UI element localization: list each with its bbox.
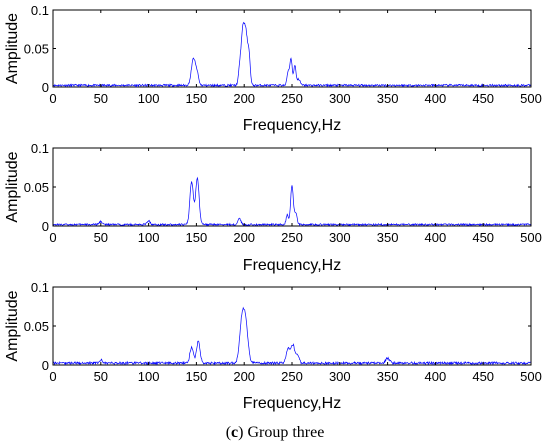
spectrum-panel-2: 0 50 100 150 200 250 300 350 400 450 500 0 0.05 0.1 Fr…	[4, 141, 542, 274]
plot-frame	[52, 286, 532, 366]
y-axis-label: Amplitude	[4, 13, 21, 84]
x-tick-label: 0	[49, 91, 56, 106]
y-tick-label: 0	[42, 80, 49, 95]
x-tick-label: 250	[281, 91, 303, 106]
x-tick-label: 400	[425, 369, 447, 384]
x-tick-label: 100	[138, 230, 160, 245]
x-tick-label: 100	[138, 369, 160, 384]
x-tick-label: 400	[425, 230, 447, 245]
x-tick-label: 200	[233, 91, 255, 106]
x-tick-label: 350	[377, 230, 399, 245]
x-tick-label: 150	[186, 91, 208, 106]
x-tick-label: 150	[186, 369, 208, 384]
x-axis-label: Frequency,Hz	[243, 257, 341, 274]
y-axis-label: Amplitude	[4, 151, 21, 222]
x-axis-label: Frequency,Hz	[243, 395, 341, 412]
x-tick-label: 100	[138, 91, 160, 106]
x-tick-label: 450	[472, 91, 494, 106]
y-tick-label: 0.1	[31, 280, 49, 295]
x-tick-label: 50	[94, 230, 108, 245]
spectrum-line	[52, 21, 532, 88]
x-tick-label: 250	[281, 230, 303, 245]
x-tick-label: 500	[520, 230, 542, 245]
x-tick-label: 50	[94, 369, 108, 384]
x-tick-label: 300	[329, 91, 351, 106]
x-tick-label: 500	[520, 369, 542, 384]
y-axis-label: Amplitude	[4, 290, 21, 361]
x-tick-label: 200	[233, 230, 255, 245]
spectrum-panel-1: 0 50 100 150 200 250 300 350 400 450 500 0 0.05 0.1 Fr…	[4, 3, 542, 134]
x-tick-label: 300	[329, 369, 351, 384]
x-tick-label: 0	[49, 230, 56, 245]
caption-label: c	[231, 424, 238, 441]
y-tick-label: 0.05	[24, 319, 49, 334]
x-tick-label: 500	[520, 91, 542, 106]
x-tick-label: 400	[425, 91, 447, 106]
spectrum-panels: 0 50 100 150 200 250 300 350 400 450 50000.050.1Fr…	[4, 3, 542, 412]
spectrum-line	[52, 176, 532, 227]
plot-frame	[52, 9, 532, 88]
y-tick-label: 0.05	[24, 42, 49, 57]
x-tick-label: 50	[94, 91, 108, 106]
x-tick-label: 0	[49, 369, 56, 384]
x-tick-label: 250	[281, 369, 303, 384]
y-tick-label: 0.05	[24, 180, 49, 195]
x-tick-label: 200	[233, 369, 255, 384]
spectrum-panel-3: 0 50 100 150 200 250 300 350 400 450 500 0 0.05 0.1 Fr…	[4, 280, 542, 412]
x-tick-label: 450	[472, 230, 494, 245]
caption-text: Group three	[247, 424, 324, 441]
y-tick-label: 0.1	[31, 3, 49, 18]
y-tick-label: 0	[42, 358, 49, 373]
y-tick-label: 0.1	[31, 141, 49, 156]
y-tick-label: 0	[42, 219, 49, 234]
x-axis-label: Frequency,Hz	[243, 117, 341, 134]
x-tick-label: 450	[472, 369, 494, 384]
figure-caption: (c) Group three	[226, 424, 325, 441]
x-tick-label: 350	[377, 91, 399, 106]
x-tick-label: 350	[377, 369, 399, 384]
x-tick-label: 150	[186, 230, 208, 245]
x-tick-label: 300	[329, 230, 351, 245]
spectrum-line	[52, 306, 532, 366]
